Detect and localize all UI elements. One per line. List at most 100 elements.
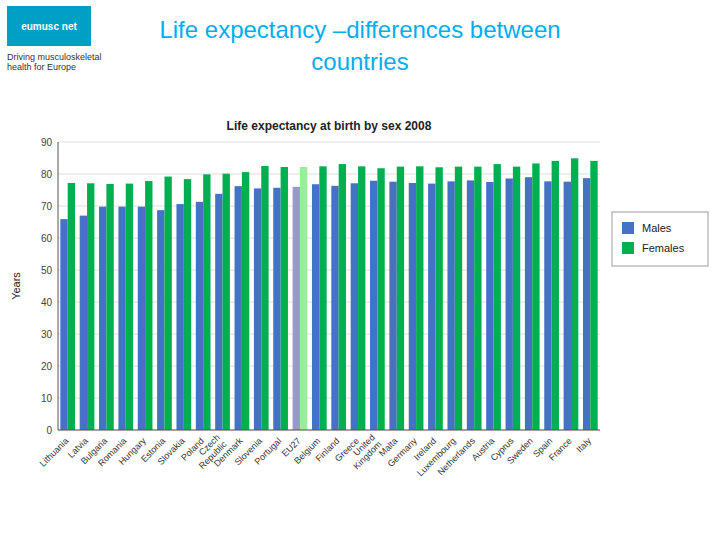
bar (370, 181, 377, 430)
text-line: Italy (575, 436, 594, 455)
legend-swatch (622, 242, 634, 254)
bar (428, 184, 435, 430)
bar (281, 167, 288, 430)
bar (118, 207, 125, 430)
bar (203, 174, 210, 430)
bar (416, 166, 423, 430)
bar (397, 167, 404, 430)
bar (409, 183, 416, 430)
bar (242, 172, 249, 430)
bar (215, 194, 222, 430)
bar (196, 202, 203, 430)
page: {"chart_data": { "type": "bar", "title":… (0, 0, 720, 540)
chart: Life expectancy –differences between coun… (0, 0, 720, 540)
legend-box (612, 212, 708, 266)
bar (254, 188, 261, 430)
bar (552, 161, 559, 430)
bar (525, 177, 532, 430)
bar (99, 207, 106, 430)
bar (583, 178, 590, 430)
bar (176, 204, 183, 430)
legend-swatch (622, 222, 634, 234)
bar (126, 184, 133, 430)
text-line: Kingdom (352, 439, 384, 471)
bar (184, 179, 191, 430)
y-axis-label: Years (10, 272, 22, 300)
y-tick-label: 90 (41, 137, 53, 148)
title: Life expectancy –differences between coun… (159, 16, 560, 75)
text-line: health for Europe (7, 62, 76, 72)
bar (377, 168, 384, 430)
bar (312, 184, 319, 430)
y-tick-label: 0 (46, 425, 52, 436)
grid-line (58, 142, 600, 143)
y-tick-label: 60 (41, 233, 53, 244)
bar (273, 188, 280, 430)
bar (351, 183, 358, 430)
y-tick-label: 30 (41, 329, 53, 340)
text-line: Driving musculoskeletal (7, 52, 102, 62)
bar (358, 166, 365, 430)
x-axis-line (58, 430, 600, 431)
y-tick-label: 80 (41, 169, 53, 180)
bar (544, 181, 551, 430)
bar (319, 166, 326, 430)
grid-line (58, 430, 600, 431)
bar (532, 163, 539, 430)
y-axis-line (58, 142, 59, 430)
x-tick-label: France (547, 436, 574, 463)
bar (435, 167, 442, 430)
text-line: Sweden (505, 436, 535, 466)
bar (486, 182, 493, 430)
legend: Males Females (612, 212, 708, 266)
text-line: Life expectancy –differences between (159, 16, 560, 43)
bar (331, 186, 338, 430)
bar (506, 178, 513, 430)
bar (564, 182, 571, 430)
text-line: eumusc net (21, 21, 77, 32)
bar (145, 181, 152, 430)
bar (447, 181, 454, 430)
bar (106, 184, 113, 430)
logo-text: eumusc net (21, 21, 77, 32)
grid (58, 142, 600, 430)
bar (494, 164, 501, 430)
subtitle: Life expectancy at birth by sex 2008 (227, 119, 432, 133)
bar (300, 167, 307, 430)
bar (293, 187, 300, 430)
text-line: Portugal (253, 436, 284, 467)
bar (455, 167, 462, 430)
y-tick-label: 50 (41, 265, 53, 276)
y-tick-label: 20 (41, 361, 53, 372)
bar (513, 167, 520, 430)
bar (467, 180, 474, 430)
x-tick-label: Italy (575, 436, 594, 455)
bar (474, 167, 481, 430)
bar (164, 177, 171, 430)
x-tick-label: Portugal (253, 436, 284, 467)
legend-label: Females (642, 242, 685, 254)
annotation: Driving musculoskeletalhealth for Europe (7, 52, 102, 72)
bar (235, 186, 242, 430)
legend-label: Males (642, 222, 672, 234)
bar (590, 161, 597, 430)
y-tick-label: 40 (41, 297, 53, 308)
text-line: France (547, 436, 574, 463)
bar (261, 166, 268, 430)
bar (223, 174, 230, 430)
bar (157, 210, 164, 430)
bar (68, 183, 75, 430)
bars (60, 158, 597, 430)
bar (571, 158, 578, 430)
bar (389, 182, 396, 430)
y-tick-label: 70 (41, 201, 53, 212)
text-line: countries (311, 48, 408, 75)
x-tick-label: Sweden (505, 436, 535, 466)
bar (60, 219, 67, 430)
logo-box (7, 6, 91, 46)
bar (80, 216, 87, 430)
bar (339, 164, 346, 430)
bar (87, 183, 94, 430)
bar (138, 207, 145, 430)
y-tick-label: 10 (41, 393, 53, 404)
